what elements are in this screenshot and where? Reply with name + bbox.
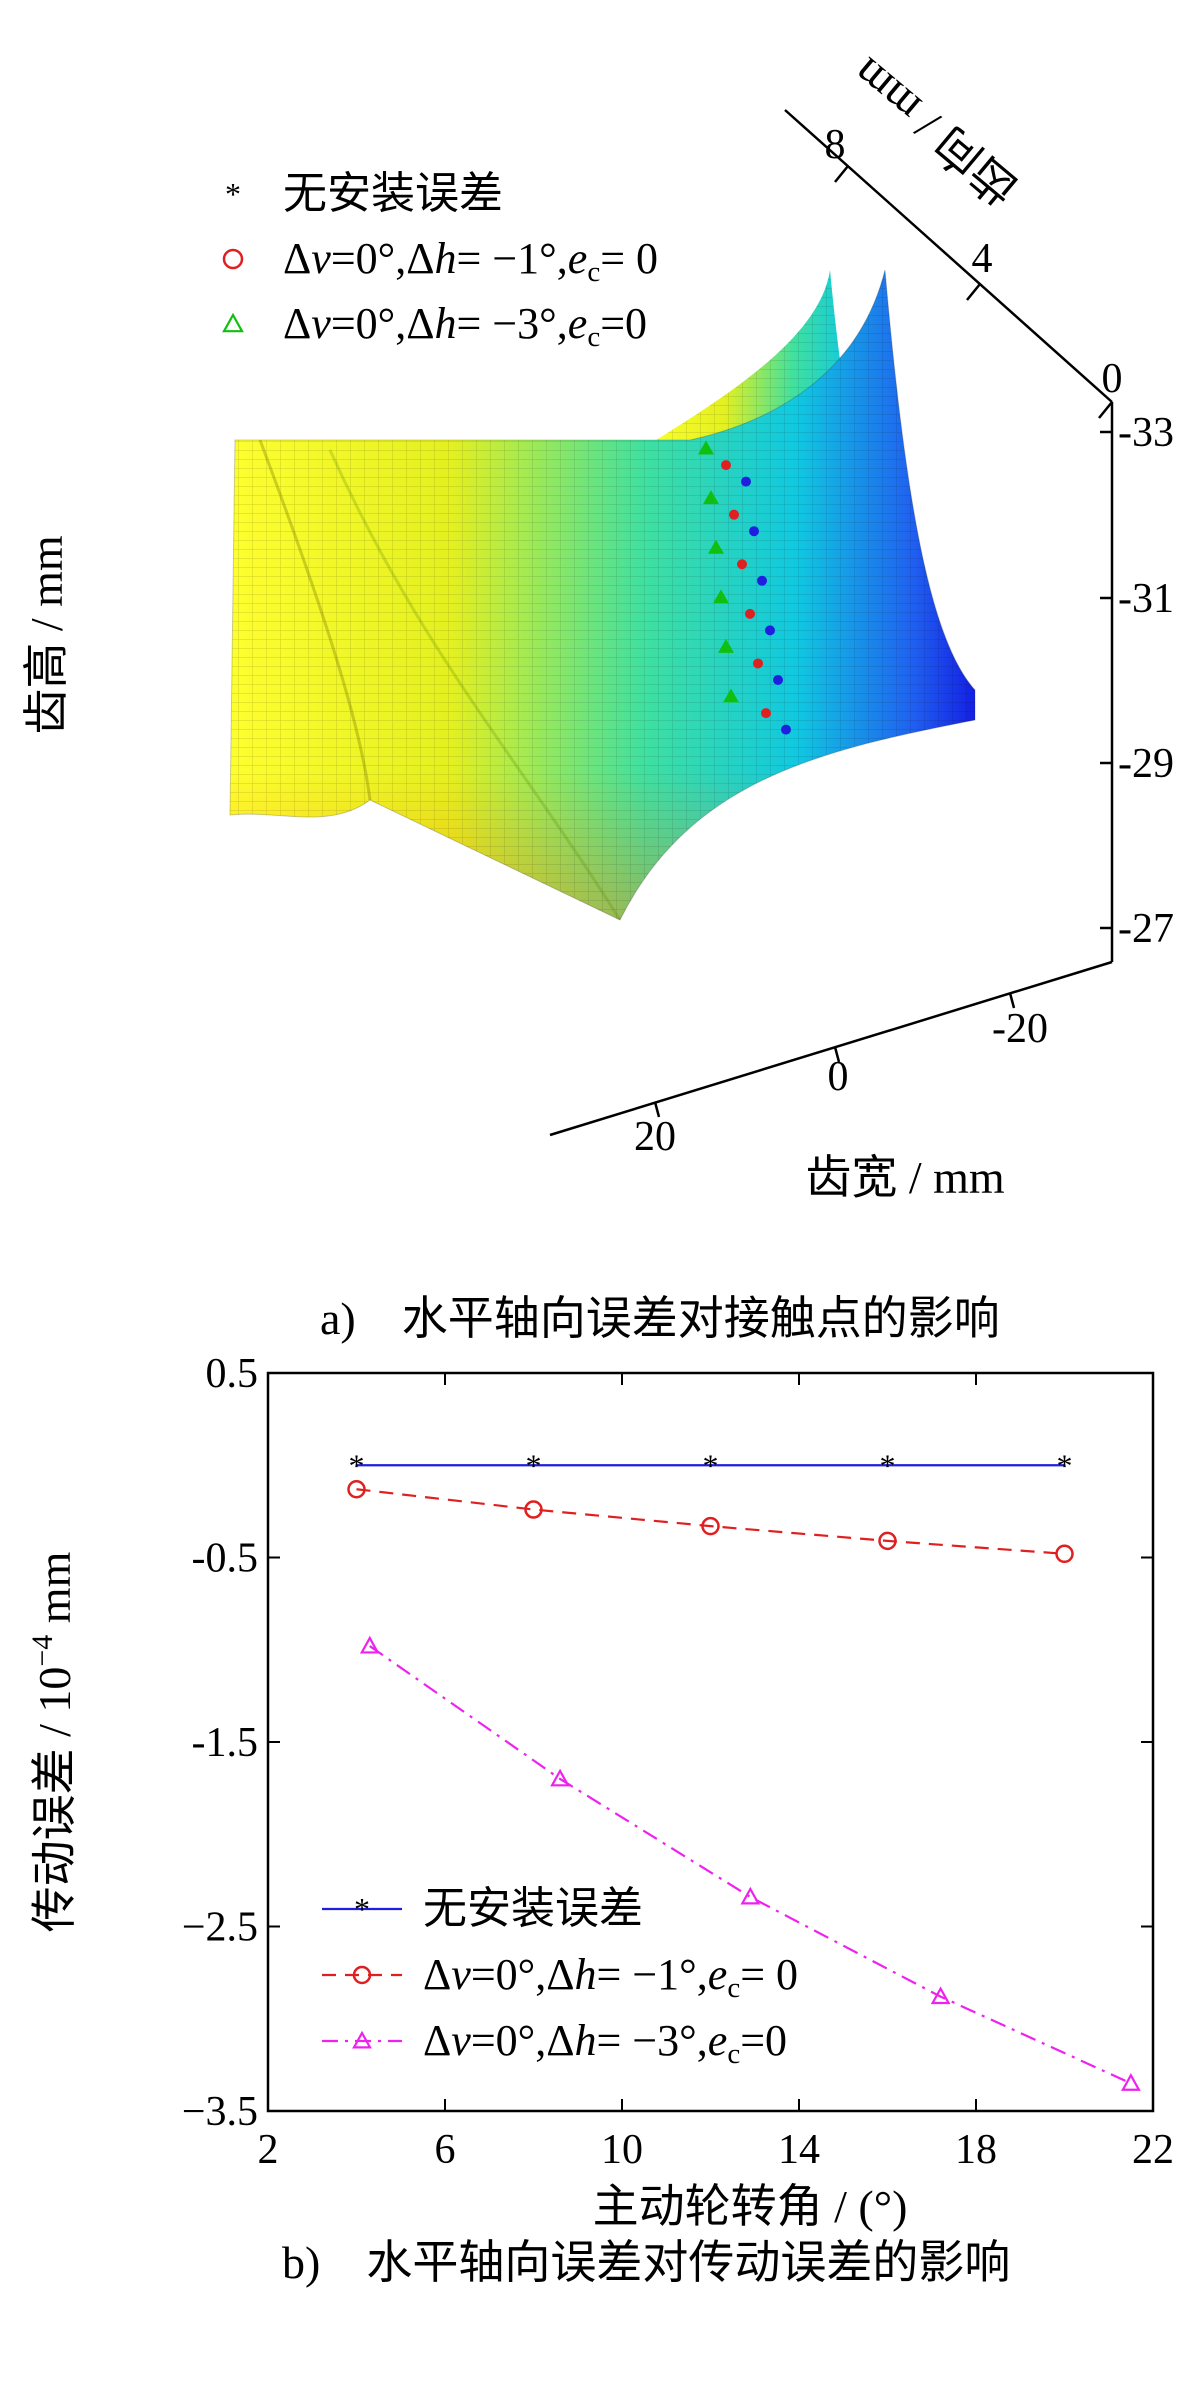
width-tick-label: 0: [828, 1054, 849, 1100]
contact-point: [753, 658, 763, 669]
data-point: *: [880, 1447, 896, 1483]
depth-axis-line: [784, 109, 1113, 403]
data-point: [524, 1500, 543, 1519]
legend-b-marker: *: [354, 1891, 370, 1927]
legend-a-label: Δv=0°,Δh= −1°,ec= 0: [283, 234, 658, 288]
width-tick-label: -20: [992, 1006, 1048, 1052]
data-point: [1055, 1544, 1074, 1564]
contact-point: [737, 559, 747, 570]
axes-b: 2 6 10 14 18 22 0.5 -0.5 -1.5 −2.5 −3.5: [182, 1351, 1174, 2173]
legend-a-label: Δv=0°,Δh= −3°,ec=0: [283, 299, 647, 353]
axes-3d: [549, 109, 1114, 1137]
plot-frame: [266, 1371, 1155, 2113]
width-axis-line: [549, 960, 1113, 1137]
height-tick-label: -33: [1118, 410, 1174, 456]
y-axis-label: 传动误差 / 10−4 mm: [26, 1551, 80, 1932]
legend-a-label: 无安装误差: [283, 169, 503, 218]
y-tick-label: −2.5: [182, 1905, 258, 1951]
legend-b-marker: [352, 2030, 372, 2049]
contact-point: [723, 688, 739, 703]
contact-points: [698, 440, 791, 735]
y-tick-label: 0.5: [206, 1351, 259, 1397]
data-point: [878, 1531, 897, 1551]
surface-mesh: [229, 269, 976, 921]
contact-point: [781, 724, 791, 735]
data-point: [550, 1768, 570, 1787]
data-point: *: [1057, 1447, 1073, 1483]
legend-a: * 无安装误差 Δv=0°,Δh= −1°,ec= 0 Δv=0°,Δh= −3°,e…: [222, 169, 658, 353]
legend-b-label: Δv=0°,Δh= −3°,ec=0: [423, 2016, 787, 2070]
series-line: [369, 1645, 1132, 2085]
contact-point: [729, 509, 739, 520]
data-point: [740, 1886, 761, 1905]
y-tick-label: -0.5: [192, 1536, 259, 1582]
contact-point: [773, 675, 783, 685]
depth-tick-label: 4: [972, 236, 993, 282]
series-b: * * * * *: [347, 1447, 1141, 2091]
contact-point: [757, 575, 767, 586]
legend-a-marker: [222, 248, 244, 270]
caption-b: b) 水平轴向误差对传动误差的影响: [282, 2237, 1011, 2288]
contact-point: [703, 490, 719, 505]
x-tick-label: 18: [955, 2127, 997, 2173]
contact-point: [721, 460, 731, 471]
data-point: [359, 1635, 380, 1654]
contact-point: [761, 708, 771, 719]
axis-tick-labels-3d: 8 4 0 -33 -31 -29 -27 -20 0 20: [634, 122, 1174, 1160]
x-tick-label: 22: [1132, 2127, 1174, 2173]
series-line: [356, 1488, 1065, 1555]
legend-b-marker: [352, 1965, 372, 1985]
data-point: *: [703, 1447, 719, 1483]
legend-b: * 无安装误差 Δv=0°,Δh= −1°,ec= 0 Δv=0°,Δh= −3°,e…: [322, 1884, 798, 2070]
width-axis-label: 齿宽 / mm: [805, 1152, 1005, 1203]
height-tick-label: -29: [1118, 741, 1174, 787]
y-tick-label: −3.5: [182, 2089, 258, 2135]
y-tick-label: -1.5: [192, 1720, 259, 1766]
legend-a-marker: *: [225, 176, 241, 212]
x-tick-label: 10: [601, 2127, 643, 2173]
depth-tick-label: 0: [1102, 356, 1123, 402]
contact-point: [708, 539, 724, 554]
depth-tick-label: 8: [825, 122, 846, 168]
legend-a-marker: [222, 312, 244, 333]
data-point: *: [349, 1447, 365, 1483]
height-tick-label: -27: [1118, 906, 1174, 952]
data-point: [930, 1986, 951, 2005]
width-tick-label: 20: [634, 1114, 676, 1160]
contact-point: [718, 638, 734, 653]
contact-point: [745, 608, 755, 619]
contact-point: [749, 526, 759, 537]
x-tick-label: 2: [258, 2127, 279, 2173]
legend-b-label: 无安装误差: [423, 1884, 643, 1933]
contact-point: [713, 589, 729, 604]
data-point: *: [526, 1447, 542, 1483]
x-axis-label: 主动轮转角 / (°): [593, 2181, 908, 2232]
contact-point: [698, 440, 714, 455]
x-tick-label: 6: [435, 2127, 456, 2173]
legend-b-label: Δv=0°,Δh= −1°,ec= 0: [423, 1950, 798, 2004]
x-tick-label: 14: [778, 2127, 820, 2173]
contact-point: [765, 625, 775, 636]
height-axis-label: 齿高 / mm: [21, 535, 72, 735]
contact-point-3d-chart: 8 4 0 -33 -31 -29 -27 -20 0 20 齿向 / mm 齿…: [21, 48, 1174, 1203]
height-tick-label: -31: [1118, 576, 1174, 622]
caption-a: a) 水平轴向误差对接触点的影响: [320, 1293, 1000, 1344]
data-point: [1121, 2073, 1141, 2091]
contact-point: [741, 476, 751, 487]
data-point: [701, 1516, 720, 1536]
depth-axis-label: 齿向 / mm: [842, 48, 1028, 215]
transmission-error-line-chart: 2 6 10 14 18 22 0.5 -0.5 -1.5 −2.5 −3.5 * * * * * 传动误差…: [26, 1351, 1174, 2232]
data-point: [347, 1479, 366, 1499]
